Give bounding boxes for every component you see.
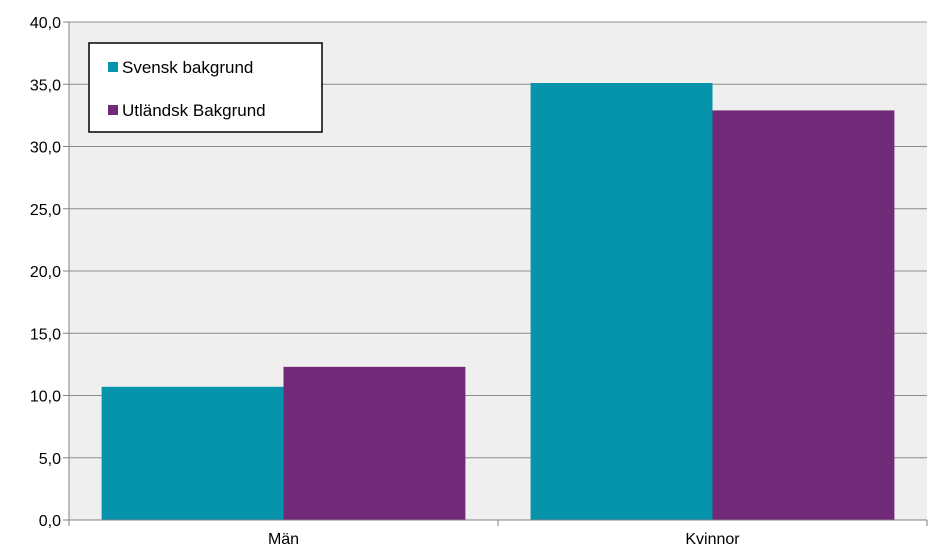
y-tick-label: 35,0: [30, 77, 61, 94]
legend: Svensk bakgrund Utländsk Bakgrund: [88, 42, 323, 133]
x-axis-labels: Män Kvinnor: [268, 531, 740, 548]
y-tick-label: 20,0: [30, 264, 61, 281]
y-axis-tick-labels: 0,0 5,0 10,0 15,0 20,0 25,0 30,0 35,0 40,0: [30, 15, 61, 530]
y-tick-label: 15,0: [30, 326, 61, 343]
legend-label-svensk: Svensk bakgrund: [122, 58, 253, 77]
legend-label-utlandsk: Utländsk Bakgrund: [122, 101, 266, 120]
y-tick-label: 40,0: [30, 15, 61, 32]
x-category-label: Män: [268, 531, 299, 548]
bar-svensk-0: [101, 386, 284, 520]
y-tick-label: 25,0: [30, 202, 61, 219]
legend-swatch-utlandsk: [108, 105, 118, 115]
bar-utlandsk-1: [712, 110, 895, 521]
x-category-label: Kvinnor: [685, 531, 740, 548]
x-axis-ticks: [68, 520, 928, 526]
y-tick-label: 0,0: [39, 513, 61, 530]
legend-box: [88, 42, 323, 133]
bar-utlandsk-0: [283, 366, 466, 520]
bars: [101, 83, 895, 521]
y-tick-label: 10,0: [30, 389, 61, 406]
bar-svensk-1: [530, 83, 713, 520]
y-tick-label: 30,0: [30, 140, 61, 157]
y-tick-label: 5,0: [39, 451, 61, 468]
legend-swatch-svensk: [108, 62, 118, 72]
